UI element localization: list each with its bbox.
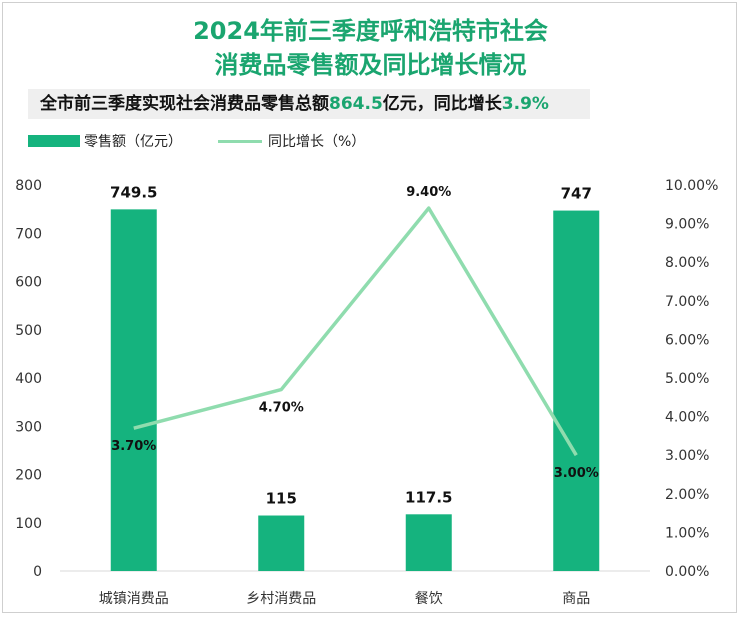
left-axis-tick-label: 300 xyxy=(15,419,42,435)
legend-line-label: 同比增长（%） xyxy=(268,134,366,150)
bar xyxy=(110,209,157,571)
category-label: 餐饮 xyxy=(415,591,443,607)
legend-item-bar: 零售额（亿元） xyxy=(28,131,182,151)
subtitle-growth: 3.9% xyxy=(501,94,549,114)
category-label: 乡村消费品 xyxy=(246,591,316,607)
right-axis-tick-label: 8.00% xyxy=(665,255,709,271)
left-axis-tick-label: 400 xyxy=(15,371,42,387)
right-axis-tick-label: 7.00% xyxy=(665,294,709,310)
line-value-label: 3.00% xyxy=(554,466,599,481)
left-axis-tick-label: 0 xyxy=(33,564,42,580)
bar-value-label: 749.5 xyxy=(110,183,157,201)
line-value-label: 3.70% xyxy=(111,439,156,454)
right-axis-tick-label: 1.00% xyxy=(665,525,709,541)
left-axis-tick-label: 200 xyxy=(15,468,42,484)
chart-title-line1: 2024年前三季度呼和浩特市社会 xyxy=(193,17,548,45)
chart-title-line2: 消费品零售额及同比增长情况 xyxy=(214,51,527,79)
subtitle-prefix: 全市前三季度实现社会消费品零售总额 xyxy=(40,94,329,114)
bar xyxy=(258,515,305,571)
bar xyxy=(405,514,452,571)
subtitle-background xyxy=(28,89,590,119)
left-axis-tick-label: 800 xyxy=(15,178,42,194)
legend: 零售额（亿元） 同比增长（%） xyxy=(28,130,401,152)
bar xyxy=(553,210,600,571)
bar-value-label: 117.5 xyxy=(405,488,452,506)
right-axis-tick-label: 4.00% xyxy=(665,410,709,426)
legend-bar-label: 零售额（亿元） xyxy=(84,134,182,150)
legend-bar-swatch xyxy=(28,135,80,147)
right-axis-tick-label: 3.00% xyxy=(665,448,709,464)
legend-line-swatch xyxy=(218,139,262,143)
right-axis-tick-label: 2.00% xyxy=(665,487,709,503)
growth-line xyxy=(133,206,578,457)
right-axis-tick-label: 6.00% xyxy=(665,332,709,348)
left-axis-tick-label: 700 xyxy=(15,226,42,242)
bar-value-label: 747 xyxy=(561,185,592,203)
line-value-label: 4.70% xyxy=(259,401,304,416)
subtitle: 全市前三季度实现社会消费品零售总额864.5亿元，同比增长3.9% xyxy=(40,92,549,116)
left-axis-tick-label: 100 xyxy=(15,516,42,532)
right-axis-tick-label: 5.00% xyxy=(665,371,709,387)
bar-value-label: 115 xyxy=(266,490,297,508)
line-value-label: 9.40% xyxy=(406,185,451,200)
subtitle-mid: 亿元，同比增长 xyxy=(382,94,502,114)
right-axis-tick-label: 10.00% xyxy=(665,178,718,194)
right-axis-tick-label: 9.00% xyxy=(665,217,709,233)
left-axis-tick-label: 600 xyxy=(15,275,42,291)
category-label: 商品 xyxy=(562,591,590,607)
legend-item-line: 同比增长（%） xyxy=(218,131,365,151)
subtitle-total: 864.5 xyxy=(329,94,383,114)
left-axis-tick-label: 500 xyxy=(15,323,42,339)
category-label: 城镇消费品 xyxy=(99,591,169,607)
right-axis-tick-label: 0.00% xyxy=(665,564,709,580)
